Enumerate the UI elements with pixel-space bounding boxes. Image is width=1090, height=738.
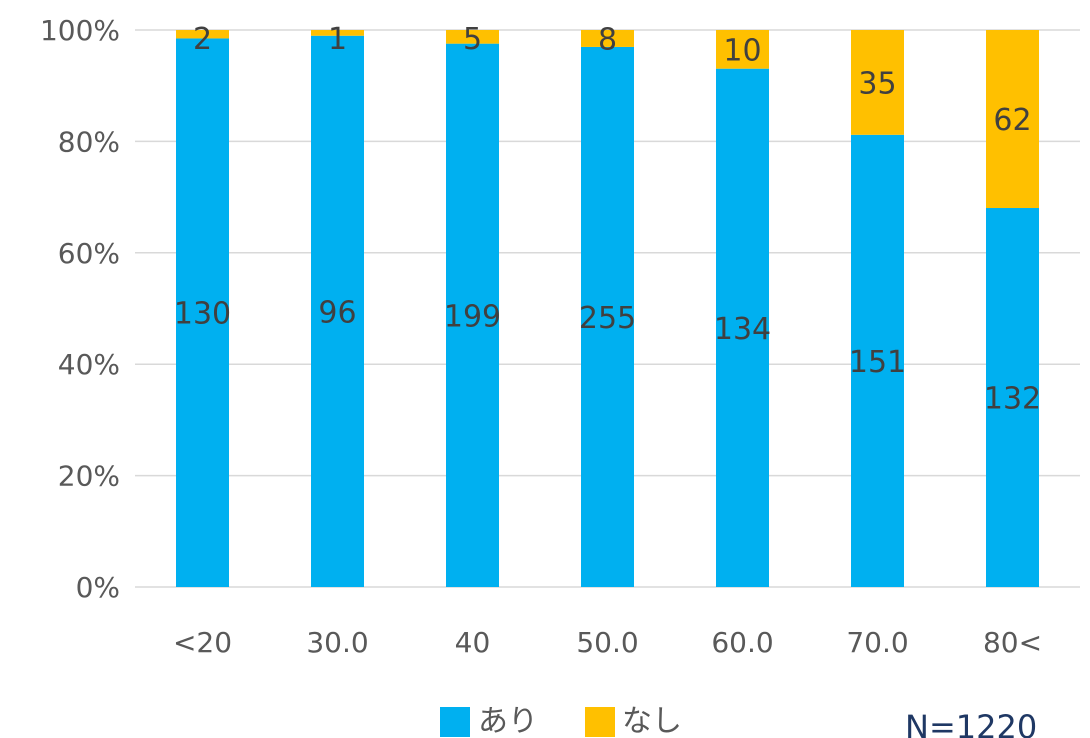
data-label: 130	[174, 297, 231, 332]
data-label: 132	[984, 382, 1041, 417]
data-label: 62	[993, 103, 1031, 138]
bar-segment	[311, 35, 364, 588]
x-axis-ticks: <20 30.0 40 50.0 60.0 70.0 80<	[173, 626, 1042, 659]
y-tick-label: 40%	[58, 348, 120, 381]
bar-segment	[986, 30, 1039, 209]
bar-segment	[176, 30, 229, 39]
legend-label: あり	[478, 704, 538, 738]
data-label: 1	[328, 22, 347, 57]
bar-segment	[446, 30, 499, 44]
data-label: 255	[579, 301, 636, 336]
x-tick-label: 30.0	[306, 626, 368, 659]
data-label: 35	[858, 66, 896, 101]
bars	[176, 30, 1039, 588]
x-tick-label: 50.0	[576, 626, 638, 659]
x-tick-label: <20	[173, 626, 232, 659]
legend-swatch	[585, 707, 615, 737]
legend-swatch	[440, 707, 470, 737]
y-tick-label: 0%	[76, 571, 120, 604]
bar-segment	[581, 46, 634, 587]
y-tick-label: 60%	[58, 237, 120, 270]
bar-segment	[176, 38, 229, 587]
legend: あり なし	[440, 704, 682, 738]
data-label: 151	[849, 345, 906, 380]
bar-segment	[716, 30, 769, 69]
y-tick-label: 80%	[58, 125, 120, 158]
bar-segment	[716, 68, 769, 588]
data-label: 134	[714, 312, 771, 347]
data-label: 199	[444, 299, 501, 334]
data-label: 96	[318, 295, 356, 330]
bar-segment	[851, 30, 904, 135]
data-label: 2	[193, 22, 212, 57]
sample-size-note: N=1220	[905, 708, 1037, 738]
x-tick-label: 60.0	[711, 626, 773, 659]
bar-segment	[986, 208, 1039, 587]
data-label: 8	[598, 22, 617, 57]
data-label: 5	[463, 22, 482, 57]
x-tick-label: 40	[455, 626, 491, 659]
y-axis-ticks: 0% 20% 40% 60% 80% 100%	[40, 14, 120, 604]
data-label: 10	[723, 33, 761, 68]
legend-label: なし	[622, 704, 682, 738]
y-tick-label: 100%	[40, 14, 120, 47]
x-tick-label: 80<	[983, 626, 1042, 659]
bar-segment	[446, 43, 499, 587]
y-tick-label: 20%	[58, 460, 120, 493]
data-labels: 130 2 96 1 199 5 255 8 134 10 151 35 132 62	[174, 22, 1041, 417]
bar-segment	[311, 30, 364, 36]
bar-segment	[581, 30, 634, 47]
bar-segment	[851, 134, 904, 587]
x-tick-label: 70.0	[846, 626, 908, 659]
